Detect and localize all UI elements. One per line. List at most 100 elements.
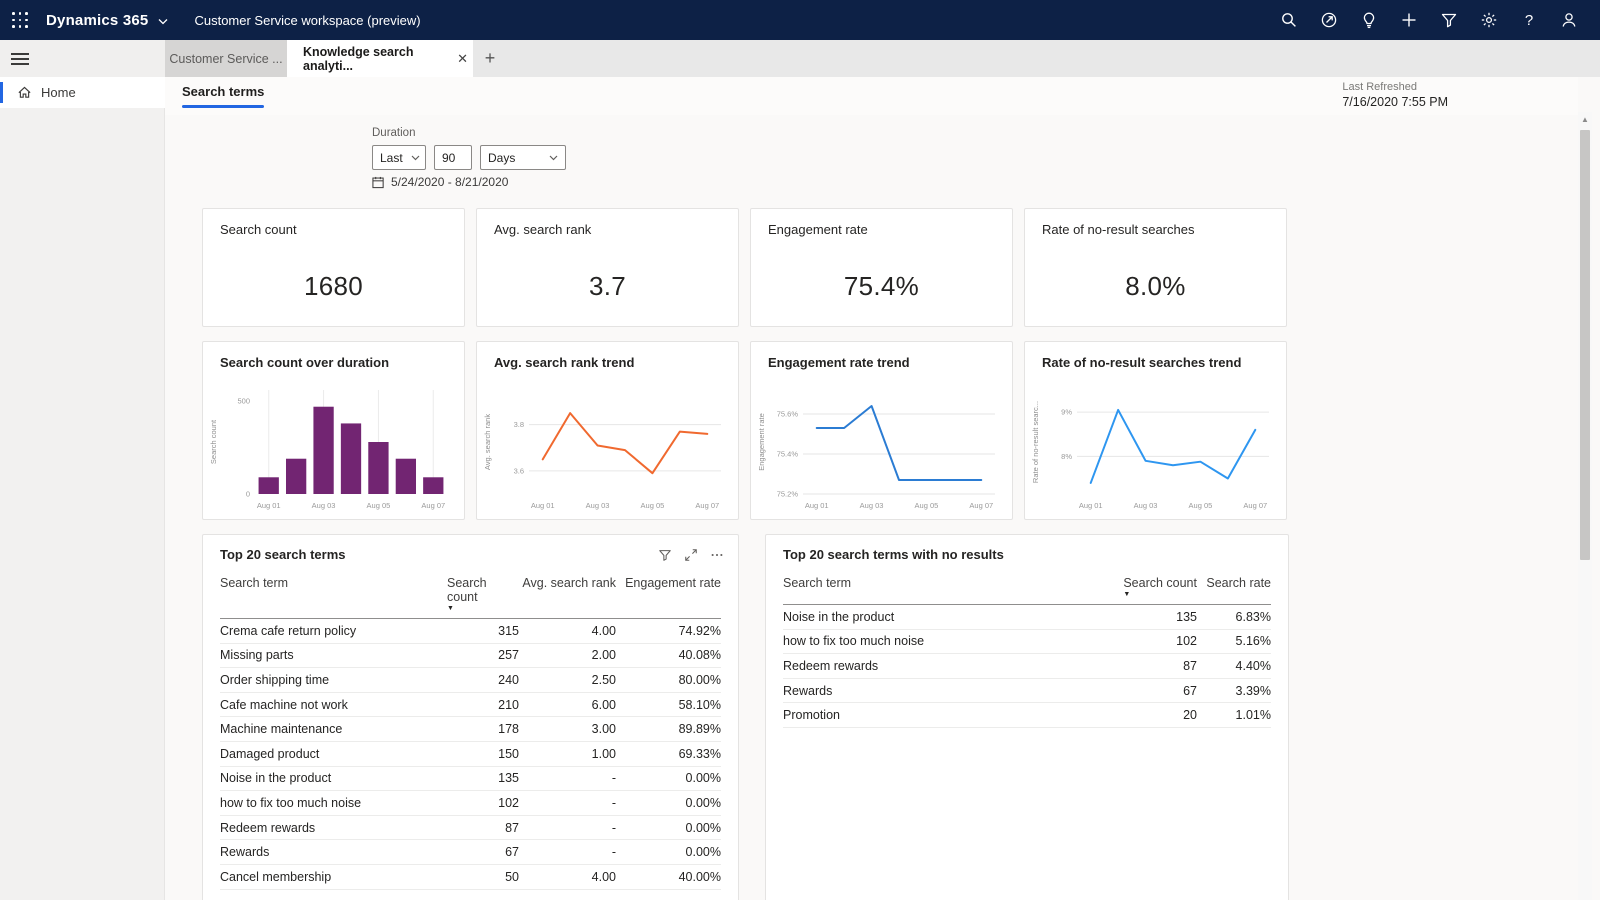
guided-help-icon[interactable]: [1314, 5, 1344, 35]
kpi-title: Rate of no-result searches: [1025, 209, 1286, 237]
value-cell: 102: [1109, 629, 1197, 654]
table-row[interactable]: Noise in the product1356.83%: [783, 605, 1271, 630]
content-header: Search terms Last Refreshed 7/16/2020 7:…: [165, 77, 1578, 115]
column-header[interactable]: Search count: [1123, 576, 1197, 590]
column-header[interactable]: Engagement rate: [625, 576, 721, 590]
svg-text:Aug 05: Aug 05: [641, 501, 665, 510]
svg-text:Search count: Search count: [209, 419, 218, 464]
more-options-icon[interactable]: [710, 548, 724, 562]
range-value-input[interactable]: [434, 145, 472, 170]
value-cell: 74.92%: [616, 619, 721, 644]
svg-text:Aug 07: Aug 07: [1243, 501, 1267, 510]
brand-title: Dynamics 365: [46, 12, 148, 29]
value-cell: 0.00%: [616, 766, 721, 791]
kpi-value: 1680: [203, 271, 464, 302]
sidebar-item-label: Home: [41, 85, 76, 100]
svg-text:Aug 07: Aug 07: [695, 501, 719, 510]
settings-icon[interactable]: [1474, 5, 1504, 35]
insights-icon[interactable]: [1354, 5, 1384, 35]
sidebar-item-home[interactable]: Home: [0, 77, 165, 108]
column-header[interactable]: Search term: [220, 576, 288, 590]
value-cell: 2.00: [519, 643, 616, 668]
range-unit-dropdown[interactable]: Days: [480, 145, 566, 170]
range-mode-value: Last: [380, 151, 403, 165]
svg-text:Avg. search rank: Avg. search rank: [483, 414, 492, 470]
account-icon[interactable]: [1554, 5, 1584, 35]
table-row[interactable]: Noise in the product135-0.00%: [220, 766, 721, 791]
add-icon[interactable]: [1394, 5, 1424, 35]
duration-label: Duration: [372, 127, 415, 139]
table-row[interactable]: Missing parts2572.0040.08%: [220, 643, 721, 668]
table-row[interactable]: Rewards673.39%: [783, 678, 1271, 703]
filter-icon[interactable]: [1434, 5, 1464, 35]
chart-title: Avg. search rank trend: [477, 342, 738, 370]
chevron-down-icon[interactable]: [158, 12, 168, 30]
value-cell: -: [519, 766, 616, 791]
table-row[interactable]: how to fix too much noise102-0.00%: [220, 791, 721, 816]
search-term-cell: Crema cafe return policy: [220, 619, 447, 644]
vertical-scrollbar[interactable]: ▲: [1578, 112, 1592, 900]
chevron-down-icon: [403, 155, 420, 161]
table-row[interactable]: Damaged product1501.0069.33%: [220, 741, 721, 766]
table-row[interactable]: Machine maintenance1783.0089.89%: [220, 717, 721, 742]
tab-knowledge-search-analytics[interactable]: Knowledge search analyti... ✕: [287, 40, 473, 77]
scroll-up-arrow[interactable]: ▲: [1578, 114, 1592, 126]
kpi-title: Search count: [203, 209, 464, 237]
bar-chart-search-count: 0500Aug 01Aug 03Aug 05Aug 07Search count: [207, 382, 459, 514]
table-row[interactable]: Redeem rewards874.40%: [783, 654, 1271, 679]
column-header[interactable]: Search rate: [1206, 576, 1271, 590]
filter-icon[interactable]: [658, 548, 672, 562]
date-range-value: 5/24/2020 - 8/21/2020: [391, 175, 508, 189]
value-cell: 50: [447, 864, 519, 889]
value-cell: -: [519, 791, 616, 816]
svg-text:Aug 07: Aug 07: [969, 501, 993, 510]
value-cell: 135: [1109, 605, 1197, 630]
search-term-cell: Cafe machine not work: [220, 692, 447, 717]
search-term-cell: Redeem rewards: [220, 815, 447, 840]
scrollbar-thumb[interactable]: [1580, 130, 1590, 560]
tab-customer-service[interactable]: Customer Service ...: [165, 40, 287, 77]
svg-text:Aug 05: Aug 05: [367, 501, 391, 510]
value-cell: 1.00: [519, 741, 616, 766]
table-card-no-result-terms: Top 20 search terms with no results Sear…: [765, 534, 1289, 900]
table-title: Top 20 search terms: [220, 547, 345, 562]
no-result-terms-table: Search term Search count ▼ Search rate Noise…: [783, 572, 1271, 728]
table-row[interactable]: Crema cafe return policy3154.0074.92%: [220, 619, 721, 644]
table-row[interactable]: Promotion201.01%: [783, 703, 1271, 728]
chart-card-engagement-trend: Engagement rate trend 75.2%75.4%75.6%Aug…: [750, 341, 1013, 520]
table-row[interactable]: Cancel membership504.0040.00%: [220, 864, 721, 889]
svg-text:Aug 05: Aug 05: [1189, 501, 1213, 510]
column-header[interactable]: Search term: [783, 576, 851, 590]
table-row[interactable]: Rewards67-0.00%: [220, 840, 721, 865]
close-tab-icon[interactable]: ✕: [452, 49, 473, 69]
tab-label: Knowledge search analyti...: [303, 45, 440, 73]
chevron-down-icon: [541, 155, 558, 161]
new-tab-button[interactable]: +: [473, 40, 507, 77]
search-term-cell: how to fix too much noise: [783, 629, 1109, 654]
value-cell: 5.16%: [1197, 629, 1271, 654]
table-row[interactable]: Redeem rewards87-0.00%: [220, 815, 721, 840]
table-row[interactable]: Order shipping time2402.5080.00%: [220, 668, 721, 693]
search-term-cell: Noise in the product: [783, 605, 1109, 630]
column-header[interactable]: Avg. search rank: [522, 576, 616, 590]
table-row[interactable]: how to fix too much noise1025.16%: [783, 629, 1271, 654]
value-cell: 89.89%: [616, 717, 721, 742]
search-icon[interactable]: [1274, 5, 1304, 35]
range-mode-dropdown[interactable]: Last: [372, 145, 426, 170]
waffle-icon[interactable]: [0, 0, 40, 40]
search-term-cell: Machine maintenance: [220, 717, 447, 742]
column-header[interactable]: Search count: [447, 576, 487, 604]
navbar-icon-group: ?: [1274, 5, 1600, 35]
sort-descending-icon: ▼: [1123, 592, 1197, 597]
search-term-cell: Missing parts: [220, 643, 447, 668]
pivot-label: Search terms: [182, 84, 264, 99]
focus-mode-icon[interactable]: [684, 548, 698, 562]
svg-text:75.6%: 75.6%: [777, 410, 799, 419]
help-icon[interactable]: ?: [1514, 5, 1544, 35]
tab-label: Customer Service ...: [169, 52, 282, 66]
table-row[interactable]: Cafe machine not work2106.0058.10%: [220, 692, 721, 717]
hamburger-menu-icon[interactable]: [11, 50, 29, 68]
last-refreshed-value: 7/16/2020 7:55 PM: [1342, 95, 1448, 109]
value-cell: 0.00%: [616, 791, 721, 816]
tab-search-terms[interactable]: Search terms: [182, 84, 264, 108]
